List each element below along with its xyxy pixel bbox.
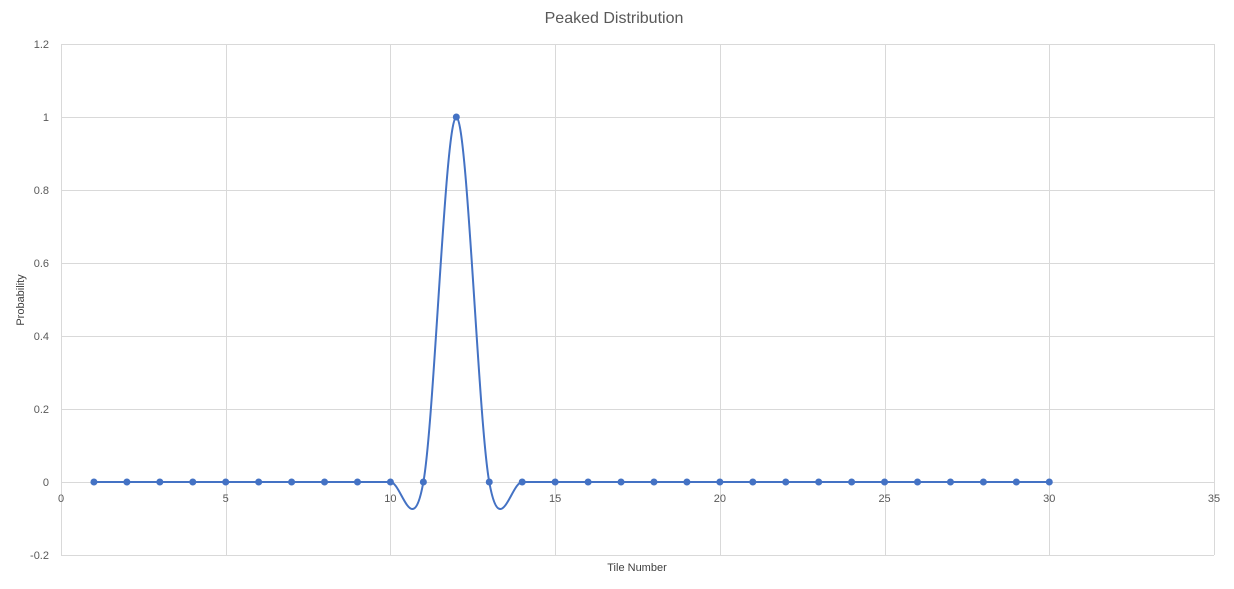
data-point	[189, 478, 197, 486]
chart-title: Peaked Distribution	[545, 10, 684, 27]
data-point	[683, 478, 691, 486]
data-point	[156, 478, 164, 486]
data-point	[1012, 478, 1020, 486]
y-tick-label: 0.8	[34, 185, 49, 197]
data-point	[419, 478, 427, 486]
data-point	[255, 478, 263, 486]
x-tick-label: 5	[223, 493, 229, 505]
y-axis-tick-labels: -0.2 0 0.2 0.4 0.6 0.8 1 1.2	[30, 39, 49, 562]
data-point	[584, 478, 592, 486]
data-point	[979, 478, 987, 486]
x-tick-label: 15	[549, 493, 561, 505]
y-tick-label: 0.4	[34, 331, 49, 343]
y-axis-title: Probability	[15, 274, 27, 326]
data-point	[1045, 478, 1053, 486]
data-point	[452, 113, 460, 121]
data-point	[782, 478, 790, 486]
data-point	[222, 478, 230, 486]
data-point	[650, 478, 658, 486]
data-point	[617, 478, 625, 486]
data-point	[353, 478, 361, 486]
data-point	[946, 478, 954, 486]
data-point	[848, 478, 856, 486]
vertical-gridlines	[61, 44, 1215, 555]
data-point	[321, 478, 329, 486]
data-point	[716, 478, 724, 486]
x-axis-tick-labels: 0 5 10 15 20 25 30 35	[58, 493, 1220, 505]
data-point	[914, 478, 922, 486]
data-point	[551, 478, 559, 486]
data-point	[518, 478, 526, 486]
y-tick-label: 1	[43, 112, 49, 124]
data-point	[749, 478, 757, 486]
data-point	[288, 478, 296, 486]
data-point	[485, 478, 493, 486]
x-tick-label: 0	[58, 493, 64, 505]
data-point	[90, 478, 98, 486]
y-tick-label: 1.2	[34, 39, 49, 51]
x-tick-label: 10	[384, 493, 396, 505]
series-line	[93, 115, 1050, 511]
y-tick-label: 0	[43, 477, 49, 489]
x-tick-label: 20	[714, 493, 726, 505]
data-point	[815, 478, 823, 486]
horizontal-gridlines	[61, 44, 1214, 556]
x-tick-label: 30	[1043, 493, 1055, 505]
y-tick-label: 0.6	[34, 258, 49, 270]
series-markers	[90, 113, 1053, 486]
y-tick-label: -0.2	[30, 550, 49, 562]
x-tick-label: 25	[878, 493, 890, 505]
data-point	[123, 478, 131, 486]
y-tick-label: 0.2	[34, 404, 49, 416]
data-point	[386, 478, 394, 486]
data-point	[881, 478, 889, 486]
x-tick-label: 35	[1208, 493, 1220, 505]
x-axis-title: Tile Number	[607, 562, 667, 574]
